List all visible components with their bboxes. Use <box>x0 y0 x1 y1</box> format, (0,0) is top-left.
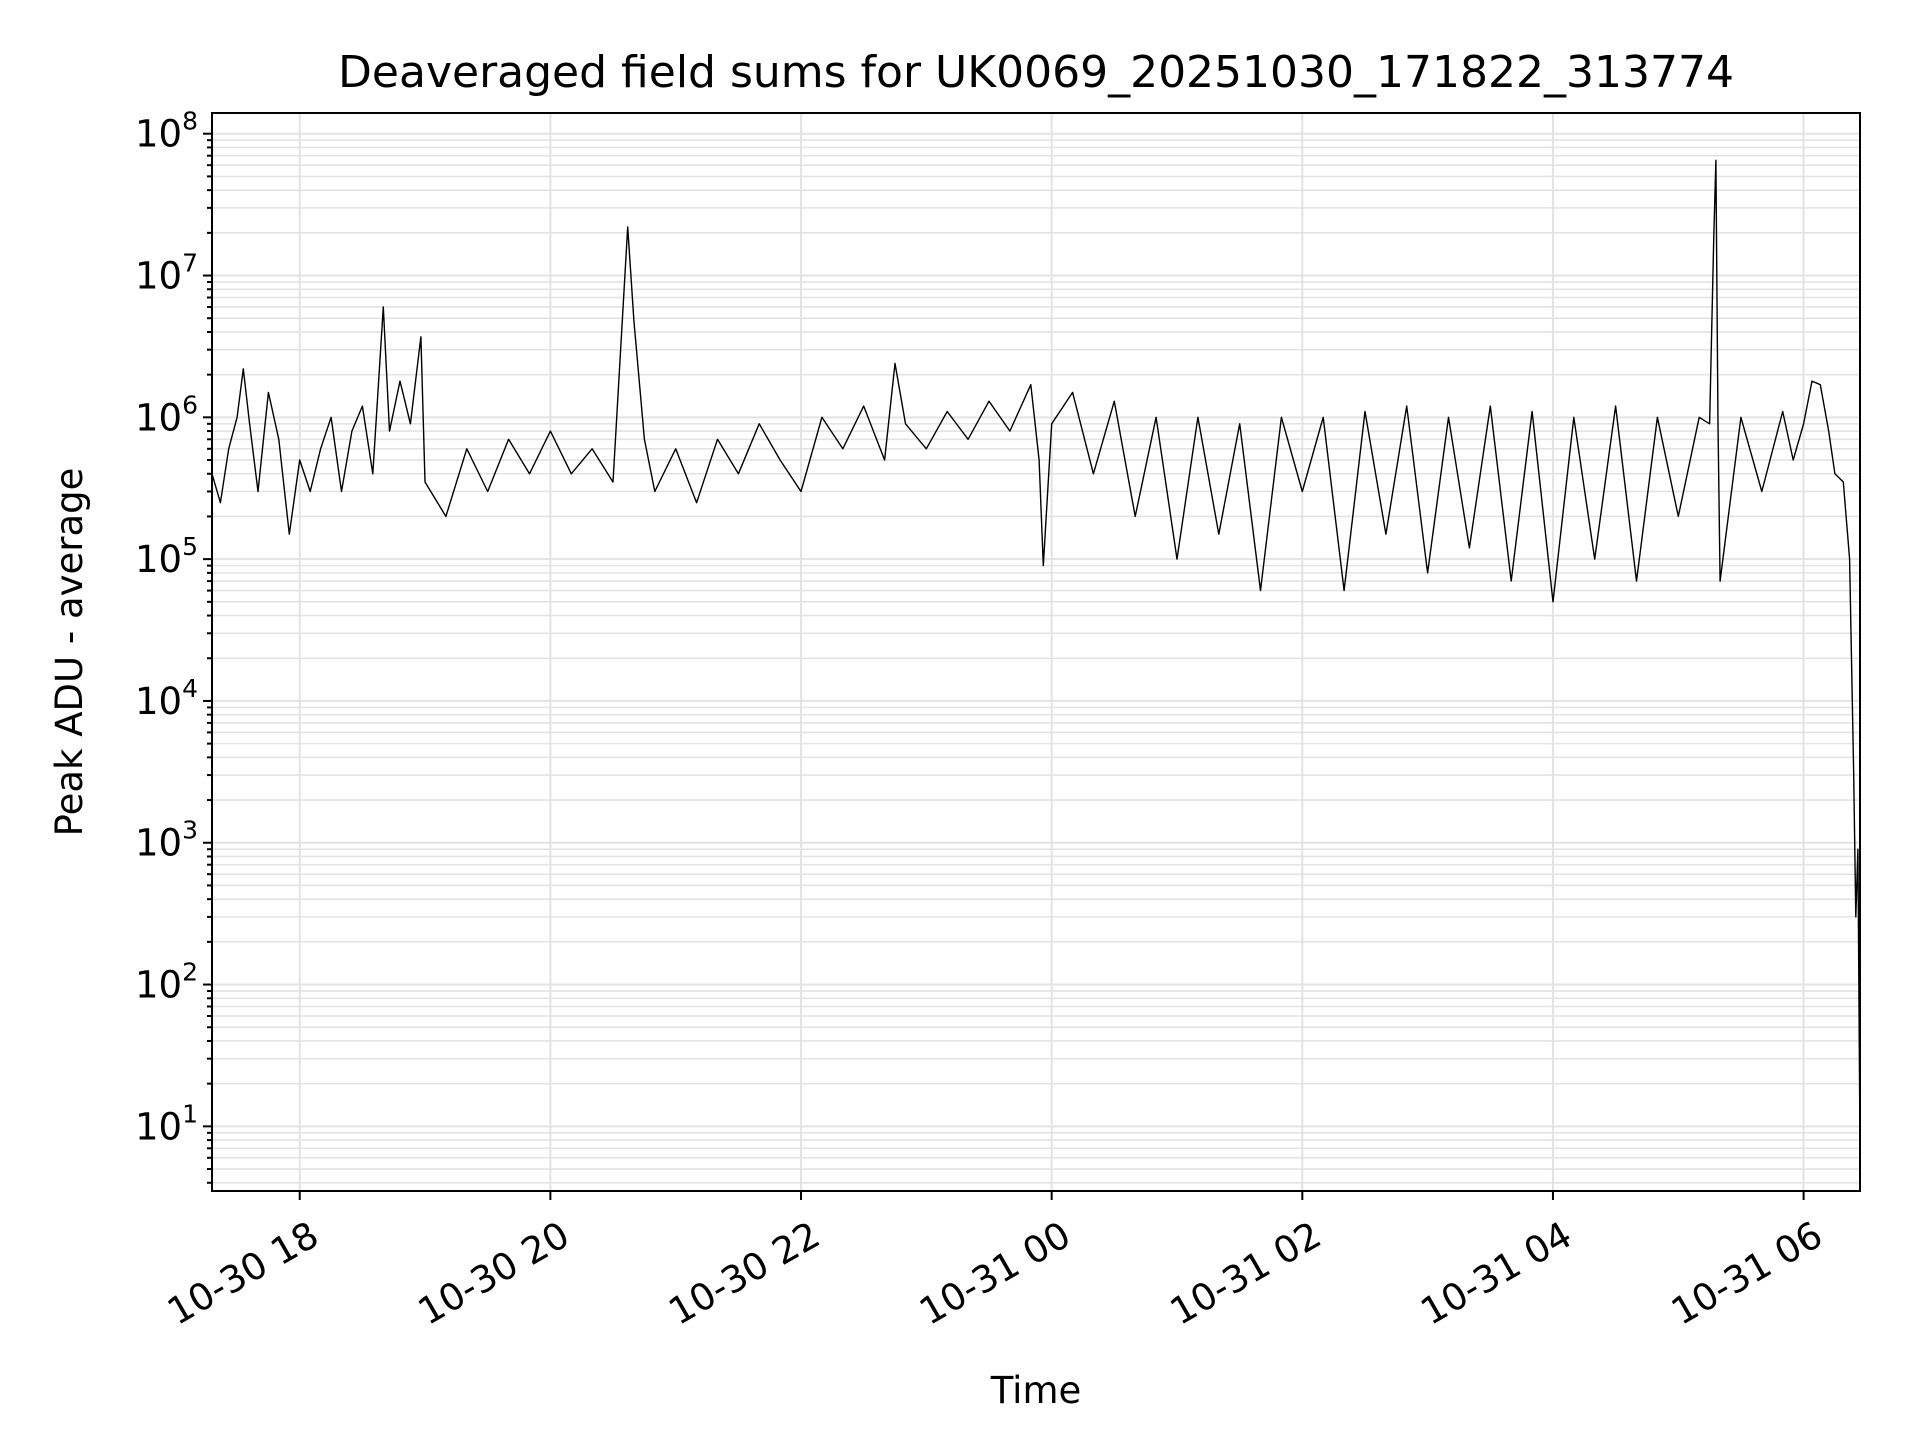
x-axis-label: Time <box>990 1369 1082 1412</box>
series-line <box>211 159 1861 1149</box>
series-group <box>211 159 1861 1149</box>
plot-frame <box>211 112 1861 1192</box>
y-axis-label: Peak ADU - average <box>48 468 91 837</box>
major-gridlines <box>212 113 1860 1191</box>
y-tick-label: 105 <box>135 532 198 581</box>
y-tick-label: 103 <box>135 816 198 865</box>
y-tick-label: 107 <box>135 249 198 298</box>
y-tick-label: 102 <box>135 958 198 1007</box>
y-tick-label: 104 <box>135 674 198 723</box>
y-tick-label: 108 <box>135 107 198 156</box>
y-tick-label: 101 <box>135 1099 198 1148</box>
minor-gridlines <box>212 139 1860 1184</box>
chart-title: Deaveraged field sums for UK0069_2025103… <box>338 47 1734 98</box>
y-axis: 101 102 103 104 105 106 107 108 <box>135 107 212 1184</box>
y-tick-label: 106 <box>135 390 198 439</box>
